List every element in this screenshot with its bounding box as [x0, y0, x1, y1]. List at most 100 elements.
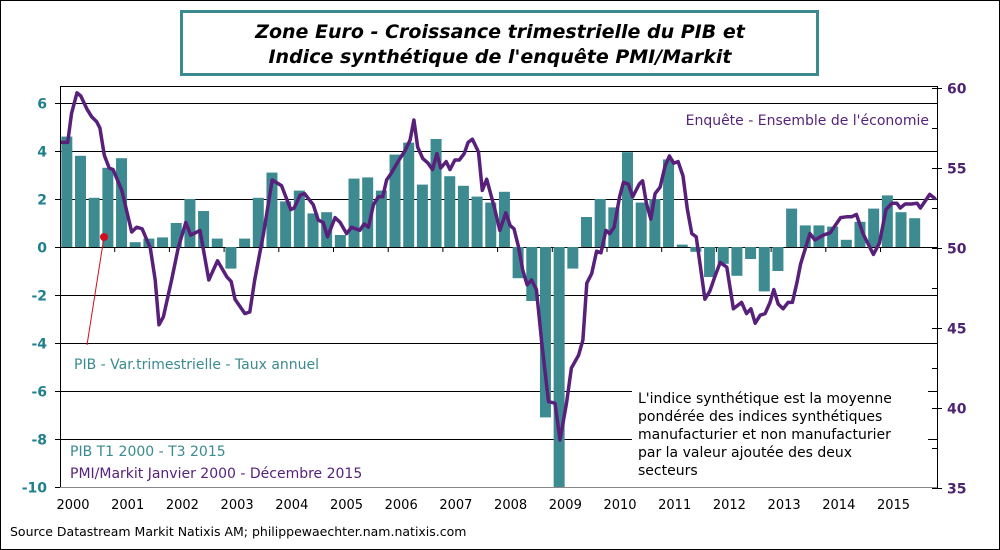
gdp-bar [840, 239, 852, 247]
pmi-period-label: PMI/Markit Janvier 2000 - Décembre 2015 [70, 466, 362, 482]
x-axis-tick-label: 2002 [166, 498, 199, 513]
left-axis-tick-label: -6 [31, 385, 47, 401]
gdp-bar [88, 197, 100, 247]
gdp-period-label: PIB T1 2000 - T3 2015 [70, 444, 226, 460]
gdp-bar [772, 247, 784, 271]
gdp-bar [827, 226, 839, 247]
gdp-bars [61, 136, 921, 487]
x-axis-tick-label: 2007 [439, 498, 472, 513]
x-axis-tick-label: 2000 [56, 498, 89, 513]
x-axis-tick-label: 2009 [549, 498, 582, 513]
x-axis-tick-label: 2012 [713, 498, 746, 513]
annotation-pointer-line [86, 236, 105, 346]
left-axis-tick-label: 4 [37, 145, 47, 161]
gdp-bar [348, 178, 360, 247]
gdp-bar [745, 247, 757, 259]
gdp-bar [580, 217, 592, 247]
gdp-bar [457, 185, 469, 247]
right-axis-tick-label: 40 [947, 402, 967, 418]
gdp-bar [280, 201, 292, 247]
chart-title-line1: Zone Euro - Croissance trimestrielle du … [254, 21, 746, 43]
x-axis-tick-label: 2008 [494, 498, 527, 513]
left-axis-tick-label: 2 [37, 193, 47, 209]
gdp-bar [881, 195, 893, 247]
x-axis-tick-label: 2011 [658, 498, 691, 513]
gdp-bar [389, 154, 401, 247]
gdp-bar [553, 247, 565, 487]
note-line-3: manufacturier et non manufacturier [638, 427, 891, 443]
gdp-bar [663, 159, 675, 247]
gdp-bar [116, 158, 128, 247]
gdp-bar [526, 247, 538, 301]
gdp-bar [895, 212, 907, 247]
gdp-bar [758, 247, 770, 292]
gdp-bar [717, 247, 729, 264]
left-axis-tick-label: 6 [37, 97, 47, 113]
x-axis-tick-label: 2004 [275, 498, 308, 513]
gdp-bar [512, 247, 524, 279]
gdp-bar [239, 238, 251, 247]
gdp-bar [75, 155, 87, 247]
right-axis-tick-label: 45 [947, 322, 966, 338]
right-axis-tick-label: 60 [947, 82, 967, 98]
gdp-bar [129, 242, 141, 247]
gdp-bar [567, 247, 579, 269]
pmi-series-label: Enquête - Ensemble de l'économie [686, 113, 929, 129]
gdp-bar [676, 244, 688, 247]
gdp-bar [266, 172, 278, 247]
gdp-bar [61, 136, 73, 247]
axes: 6 4 2 0 -2 -4 -6 -8 -10 60 55 50 45 40 35 2000 2001 2002 2… [22, 82, 967, 514]
left-axis-tick-label: 0 [37, 241, 47, 257]
gdp-bar [252, 197, 264, 247]
right-axis-tick-label: 50 [947, 242, 967, 258]
chart-title-line2: Indice synthétique de l'enquête PMI/Mark… [268, 46, 732, 68]
x-axis-tick-label: 2003 [221, 498, 254, 513]
gdp-bar [786, 208, 798, 247]
left-axis-tick-label: -4 [31, 337, 47, 353]
note-line-2: pondérée des indices synthétiques [638, 409, 882, 425]
gdp-bar [307, 213, 319, 247]
gdp-bar [102, 167, 114, 247]
gdp-bar [799, 225, 811, 247]
pmi-line [59, 91, 937, 442]
gdp-bar [157, 237, 169, 247]
gdp-bar [170, 223, 182, 247]
gdp-bar [471, 196, 483, 247]
gdp-bar [485, 202, 497, 247]
gdp-bar [225, 247, 237, 269]
left-axis-tick-label: -10 [22, 481, 48, 497]
note-box [632, 384, 928, 484]
gdp-bar [211, 238, 223, 247]
gdp-bar [334, 235, 346, 247]
x-axis-tick-label: 2014 [822, 498, 855, 513]
note-line-5: secteurs [638, 463, 698, 479]
gdp-bar [635, 202, 647, 247]
annotation-pointer-dot [100, 233, 108, 241]
gdp-bar [184, 199, 196, 247]
note-line-1: L'indice synthétique est la moyenne [638, 391, 892, 407]
gdp-series-label: PIB - Var.trimestrielle - Taux annuel [74, 357, 319, 373]
left-axis-tick-label: -8 [31, 433, 47, 449]
gdp-bar [909, 218, 921, 247]
gdp-bar [594, 199, 606, 247]
gdp-bar [444, 176, 456, 247]
x-axis-tick-label: 2010 [603, 498, 636, 513]
note-line-4: par la valeur ajoutée des deux [638, 445, 852, 461]
left-axis-tick-label: -2 [31, 289, 47, 305]
right-axis-tick-label: 35 [947, 482, 966, 498]
gdp-bar [622, 152, 634, 247]
gdp-bar [375, 190, 387, 247]
x-axis-tick-label: 2001 [111, 498, 144, 513]
gdp-bar [868, 208, 880, 247]
gdp-bar [649, 199, 661, 247]
gdp-bar [362, 177, 374, 247]
x-axis-tick-label: 2015 [877, 498, 910, 513]
gdp-bar [430, 139, 442, 247]
x-axis-tick-label: 2013 [768, 498, 801, 513]
x-axis-tick-label: 2005 [330, 498, 363, 513]
gdp-bar [293, 190, 305, 247]
gdp-bar [690, 247, 702, 252]
source-text: Source Datastream Markit Natixis AM; phi… [10, 524, 466, 539]
pmi-series-line [59, 91, 937, 442]
